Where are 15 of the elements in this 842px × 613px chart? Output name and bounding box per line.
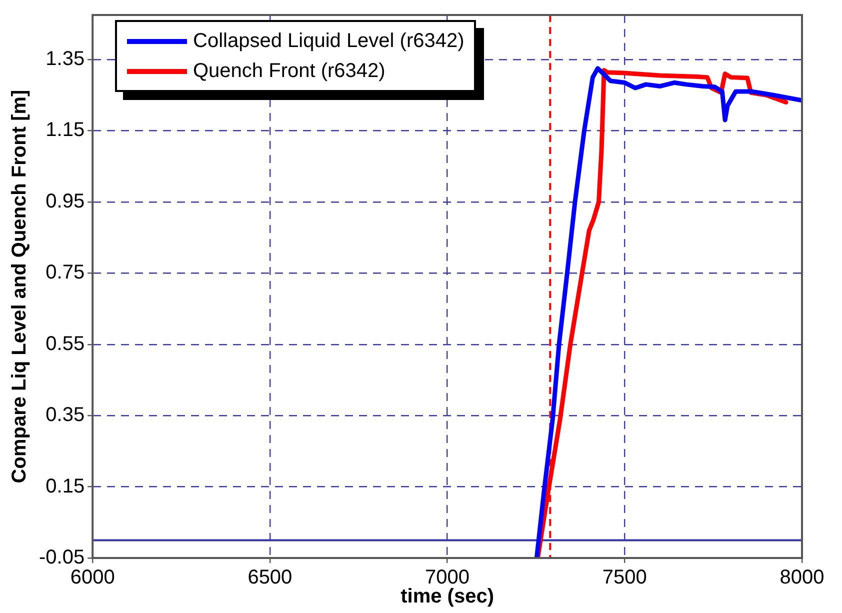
legend-label: Collapsed Liquid Level (r6342): [193, 29, 464, 54]
x-tick-label: 7500: [602, 566, 647, 589]
y-tick-label: 0.95: [46, 190, 85, 212]
y-tick-label: 1.15: [46, 119, 85, 142]
y-tick-label: 0.35: [46, 404, 85, 426]
x-tick-label: 6500: [248, 566, 292, 589]
y-tick-label: 0.15: [46, 475, 85, 498]
y-tick-label: 0.55: [46, 332, 85, 355]
y-tick-label: 0.75: [46, 262, 85, 284]
y-tick-label: -0.05: [38, 546, 85, 569]
x-tick-label: 8000: [780, 566, 824, 589]
y-tick-label: 1.35: [46, 48, 85, 70]
legend-label: Quench Front (r6342): [193, 59, 386, 84]
y-axis-title: Compare Liq Level and Quench Front [m]: [8, 90, 31, 484]
x-tick-label: 6000: [70, 566, 115, 589]
